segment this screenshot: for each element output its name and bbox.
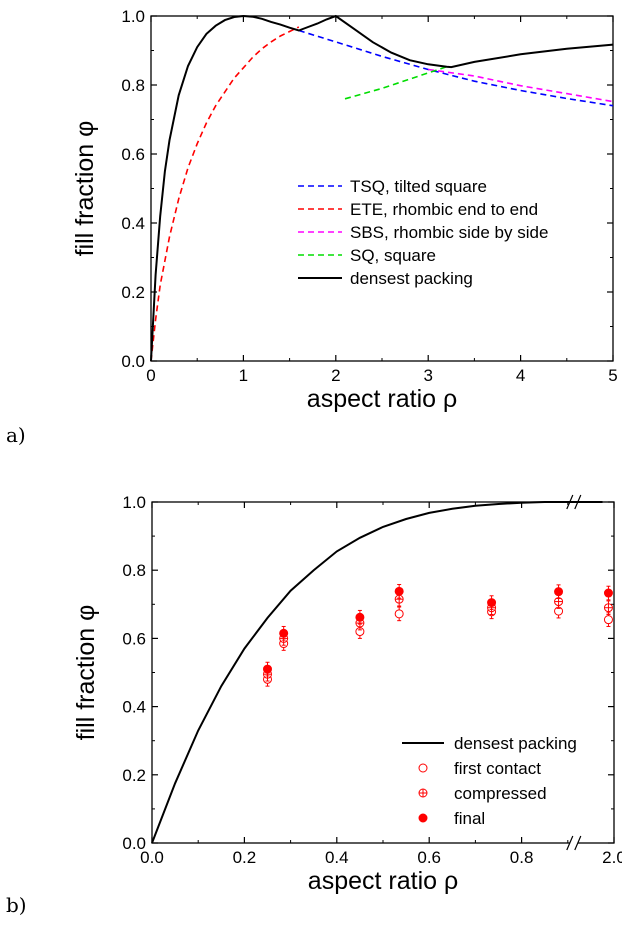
series-line-1 [150,26,300,362]
x-axis-label: aspect ratio ρ [307,385,457,413]
x-tick-label: 0.2 [233,848,257,867]
y-tick-label: 0.4 [122,698,146,717]
y-axis-label: fill fraction φ [72,605,100,741]
legend-swatch-3 [418,813,428,823]
legend-label-3: SQ, square [350,246,436,265]
x-tick-label: 0.4 [325,848,349,867]
panel-label-a: a) [6,423,26,447]
data-point-filled-circle [355,612,365,622]
y-tick-label: 0.0 [122,834,146,853]
data-point-filled-circle [394,586,404,596]
data-point-filled-circle [603,588,613,598]
x-tick-label: 3 [423,366,432,385]
chart-b: 0.0 0.2 0.4 0.6 0.8 1.0 0.0 0.2 0.4 0.6 0.8 2.0 aspe… [72,493,622,895]
legend-label-4: densest packing [350,269,473,288]
x-tick-label: 1 [239,366,248,385]
series-line-0 [151,501,603,844]
series-line-3 [344,65,447,100]
x-tick-label: 2 [331,366,340,385]
legend-label-2: compressed [454,784,547,803]
legend-label-0: TSQ, tilted square [350,177,487,196]
x-axis-label: aspect ratio ρ [308,867,458,895]
data-point-open-circle [394,609,404,619]
axis-break-slash [574,835,582,851]
axis-break-slash [566,835,574,851]
legend-label-0: densest packing [454,734,577,753]
y-tick-label: 0.6 [121,145,145,164]
axis-break-gap [569,840,578,846]
panel-label-b: b) [6,893,27,917]
y-tick-label: 1.0 [121,7,145,26]
x-tick-label: 0.0 [140,848,164,867]
series-line-4 [150,14,614,362]
legend-label-1: first contact [454,759,541,778]
x-tick-label: 0 [146,366,155,385]
y-tick-label: 0.8 [121,76,145,95]
x-tick-label: 4 [516,366,525,385]
series-line-0 [298,29,614,107]
data-point-filled-circle [487,598,497,608]
y-tick-label: 0.0 [121,352,145,371]
y-tick-label: 0.8 [122,561,146,580]
x-tick-label: 0.6 [417,848,441,867]
x-tick-label: 2.0 [602,848,622,867]
legend-label-3: final [454,809,485,828]
data-point-filled-circle [279,628,289,638]
y-tick-label: 1.0 [122,493,146,512]
data-point-filled-circle [263,664,272,674]
y-tick-label: 0.4 [121,214,145,233]
y-tick-label: 0.6 [122,629,146,648]
y-tick-label: 0.2 [122,766,146,785]
series-line-2 [428,68,614,103]
legend-swatch-1 [418,763,428,773]
legend-label-2: SBS, rhombic side by side [350,223,548,242]
x-tick-label: 5 [608,366,617,385]
data-point-open-circle [603,615,613,625]
legend-label-1: ETE, rhombic end to end [350,200,538,219]
y-axis-label: fill fraction φ [71,121,99,257]
y-tick-label: 0.2 [121,283,145,302]
x-tick-label: 0.8 [510,848,534,867]
chart-a: 0.0 0.2 0.4 0.6 0.8 1.0 0 1 2 3 4 5 aspect ratio ρ fi… [71,7,618,413]
data-point-filled-circle [554,587,564,597]
